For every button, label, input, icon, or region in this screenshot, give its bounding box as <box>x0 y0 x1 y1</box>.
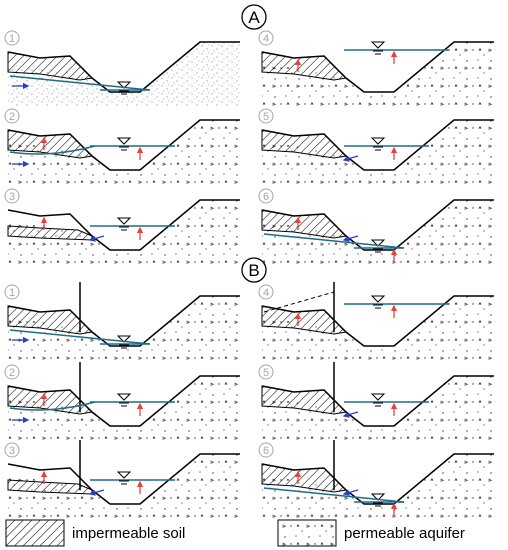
water-level-marker <box>116 393 132 401</box>
stage-number-badge <box>258 284 274 300</box>
legend-permeable-label: permeable aquifer <box>344 525 465 542</box>
groundwater-table <box>9 75 151 91</box>
panel-grid: 1 2 3 4 5 6 1 2 3 4 5 6 <box>4 30 494 518</box>
panel-b-3: 3 <box>4 440 240 518</box>
groundwater-table <box>9 401 96 411</box>
anchor-line <box>263 291 335 313</box>
stage-number: 5 <box>263 111 269 123</box>
section-b-label: B <box>248 261 259 280</box>
permeable-aquifer <box>262 42 494 106</box>
stage-number-badge <box>4 108 20 124</box>
water-level-marker <box>116 137 132 145</box>
groundwater-table <box>9 329 151 345</box>
panel-a-1: 1 <box>4 30 240 106</box>
water-level-marker <box>370 41 386 49</box>
stage-number: 3 <box>9 445 15 457</box>
water-level-marker <box>370 493 386 501</box>
permeable-aquifer <box>8 120 240 184</box>
water-level-marker <box>370 137 386 145</box>
stage-number: 1 <box>9 287 15 299</box>
stage-number: 6 <box>263 445 269 457</box>
panel-a-2: 2 <box>4 108 240 184</box>
section-a-marker: A <box>241 4 267 30</box>
stage-number: 3 <box>9 191 15 203</box>
panel-b-4: 4 <box>258 282 494 360</box>
legend-impermeable-label: impermeable soil <box>72 525 185 542</box>
seepage-flow-arrow <box>342 411 359 418</box>
water-level-marker <box>116 335 132 343</box>
ground-surface-line <box>7 199 240 251</box>
stage-number: 1 <box>9 33 15 45</box>
panel-b-6: 6 <box>258 440 494 518</box>
water-level-marker <box>116 471 132 479</box>
permeable-aquifer <box>262 376 494 440</box>
ground-surface-line <box>7 453 240 505</box>
stage-number: 6 <box>263 191 269 203</box>
panel-b-2: 2 <box>4 362 240 440</box>
stage-number-badge <box>258 442 274 458</box>
stage-number: 2 <box>9 111 15 123</box>
panel-a-4: 4 <box>258 30 494 106</box>
permeable-aquifer <box>8 376 240 440</box>
panel-b-1: 1 <box>4 282 240 360</box>
ground-surface-line <box>261 119 494 171</box>
permeable-aquifer <box>8 454 240 518</box>
permeable-aquifer <box>262 120 494 184</box>
stage-number-badge <box>258 364 274 380</box>
section-a-label: A <box>248 8 260 27</box>
seepage-flow-arrow <box>342 155 359 162</box>
stage-number: 4 <box>263 33 269 45</box>
seepage-flow-arrow <box>342 235 359 242</box>
groundwater-table <box>9 145 96 155</box>
permeable-aquifer <box>262 296 494 360</box>
stage-number-badge <box>258 108 274 124</box>
water-level-marker <box>370 393 386 401</box>
groundwater-table <box>263 233 405 249</box>
water-level-marker <box>116 81 132 89</box>
legend-impermeable-swatch <box>5 519 65 547</box>
permeable-aquifer <box>262 454 494 518</box>
stage-number-badge <box>4 30 20 46</box>
panel-a-6: 6 <box>258 188 494 264</box>
legend: impermeable soil permeable aquifer <box>5 519 465 547</box>
stage-number-badge <box>4 188 20 204</box>
water-level-marker <box>370 295 386 303</box>
permeable-aquifer <box>8 296 240 360</box>
seepage-flow-arrow <box>88 489 105 496</box>
ground-surface-line <box>261 375 494 427</box>
panel-a-5: 5 <box>258 108 494 184</box>
ground-surface-line <box>7 375 240 427</box>
water-level-marker <box>116 217 132 225</box>
permeable-aquifer <box>8 200 240 264</box>
stage-number-badge <box>258 188 274 204</box>
stage-number-badge <box>4 364 20 380</box>
panel-b-5: 5 <box>258 362 494 440</box>
stage-number-badge <box>4 442 20 458</box>
seepage-flow-arrow <box>342 489 359 496</box>
stage-number-badge <box>258 30 274 46</box>
seepage-flow-arrow <box>88 235 105 242</box>
legend-permeable-swatch <box>277 519 337 547</box>
water-level-marker <box>370 239 386 247</box>
stage-number: 2 <box>9 367 15 379</box>
groundwater-table <box>263 487 405 503</box>
permeable-aquifer <box>262 200 494 264</box>
permeable-aquifer <box>8 42 240 106</box>
stage-number: 5 <box>263 367 269 379</box>
stage-number-badge <box>4 284 20 300</box>
section-b-marker: B <box>241 257 267 283</box>
stage-number: 4 <box>263 287 269 299</box>
panel-a-3: 3 <box>4 188 240 264</box>
ground-surface-line <box>7 119 240 171</box>
